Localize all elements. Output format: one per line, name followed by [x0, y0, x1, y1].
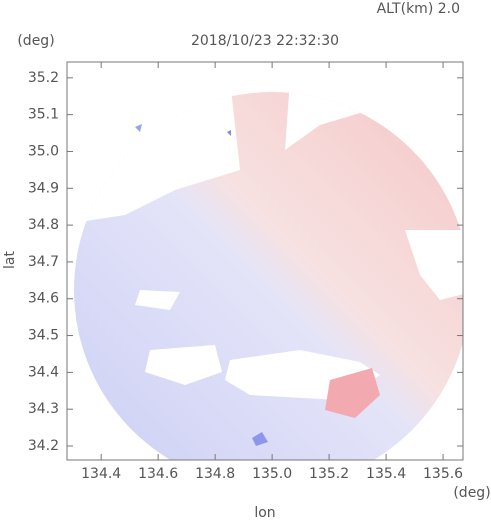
x-tick-label: 134.4: [81, 466, 121, 482]
y-tick-label: 34.6: [28, 291, 59, 307]
subtitle: ALT(km) 2.0: [377, 1, 460, 17]
x-tick-label: 134.6: [138, 466, 178, 482]
y-tick-label: 35.0: [28, 143, 59, 159]
x-axis-label: lon: [254, 505, 275, 521]
y-tick-label: 35.2: [28, 70, 59, 86]
x-tick-label: 135.0: [252, 466, 292, 482]
y-axis-label: lat: [2, 251, 18, 269]
chart-title: 2018/10/23 22:32:30: [191, 33, 339, 49]
x-tick-label: 134.8: [195, 466, 235, 482]
plot-frame: [66, 61, 464, 461]
radar-field: [74, 76, 463, 460]
y-tick-label: 34.4: [28, 364, 59, 380]
x-tick-label: 135.2: [309, 466, 349, 482]
y-tick-label: 34.9: [28, 180, 59, 196]
y-tick-label: 34.2: [28, 438, 59, 454]
y-unit: (deg): [17, 33, 54, 49]
y-tick-label: 35.1: [28, 107, 59, 123]
x-unit: (deg): [453, 485, 490, 501]
x-tick-label: 135.4: [366, 466, 406, 482]
x-tick-label: 135.6: [423, 466, 463, 482]
y-tick-label: 34.3: [28, 401, 59, 417]
y-tick-label: 34.8: [28, 217, 59, 233]
y-tick-label: 34.5: [28, 328, 59, 344]
y-tick-label: 34.7: [28, 254, 59, 270]
